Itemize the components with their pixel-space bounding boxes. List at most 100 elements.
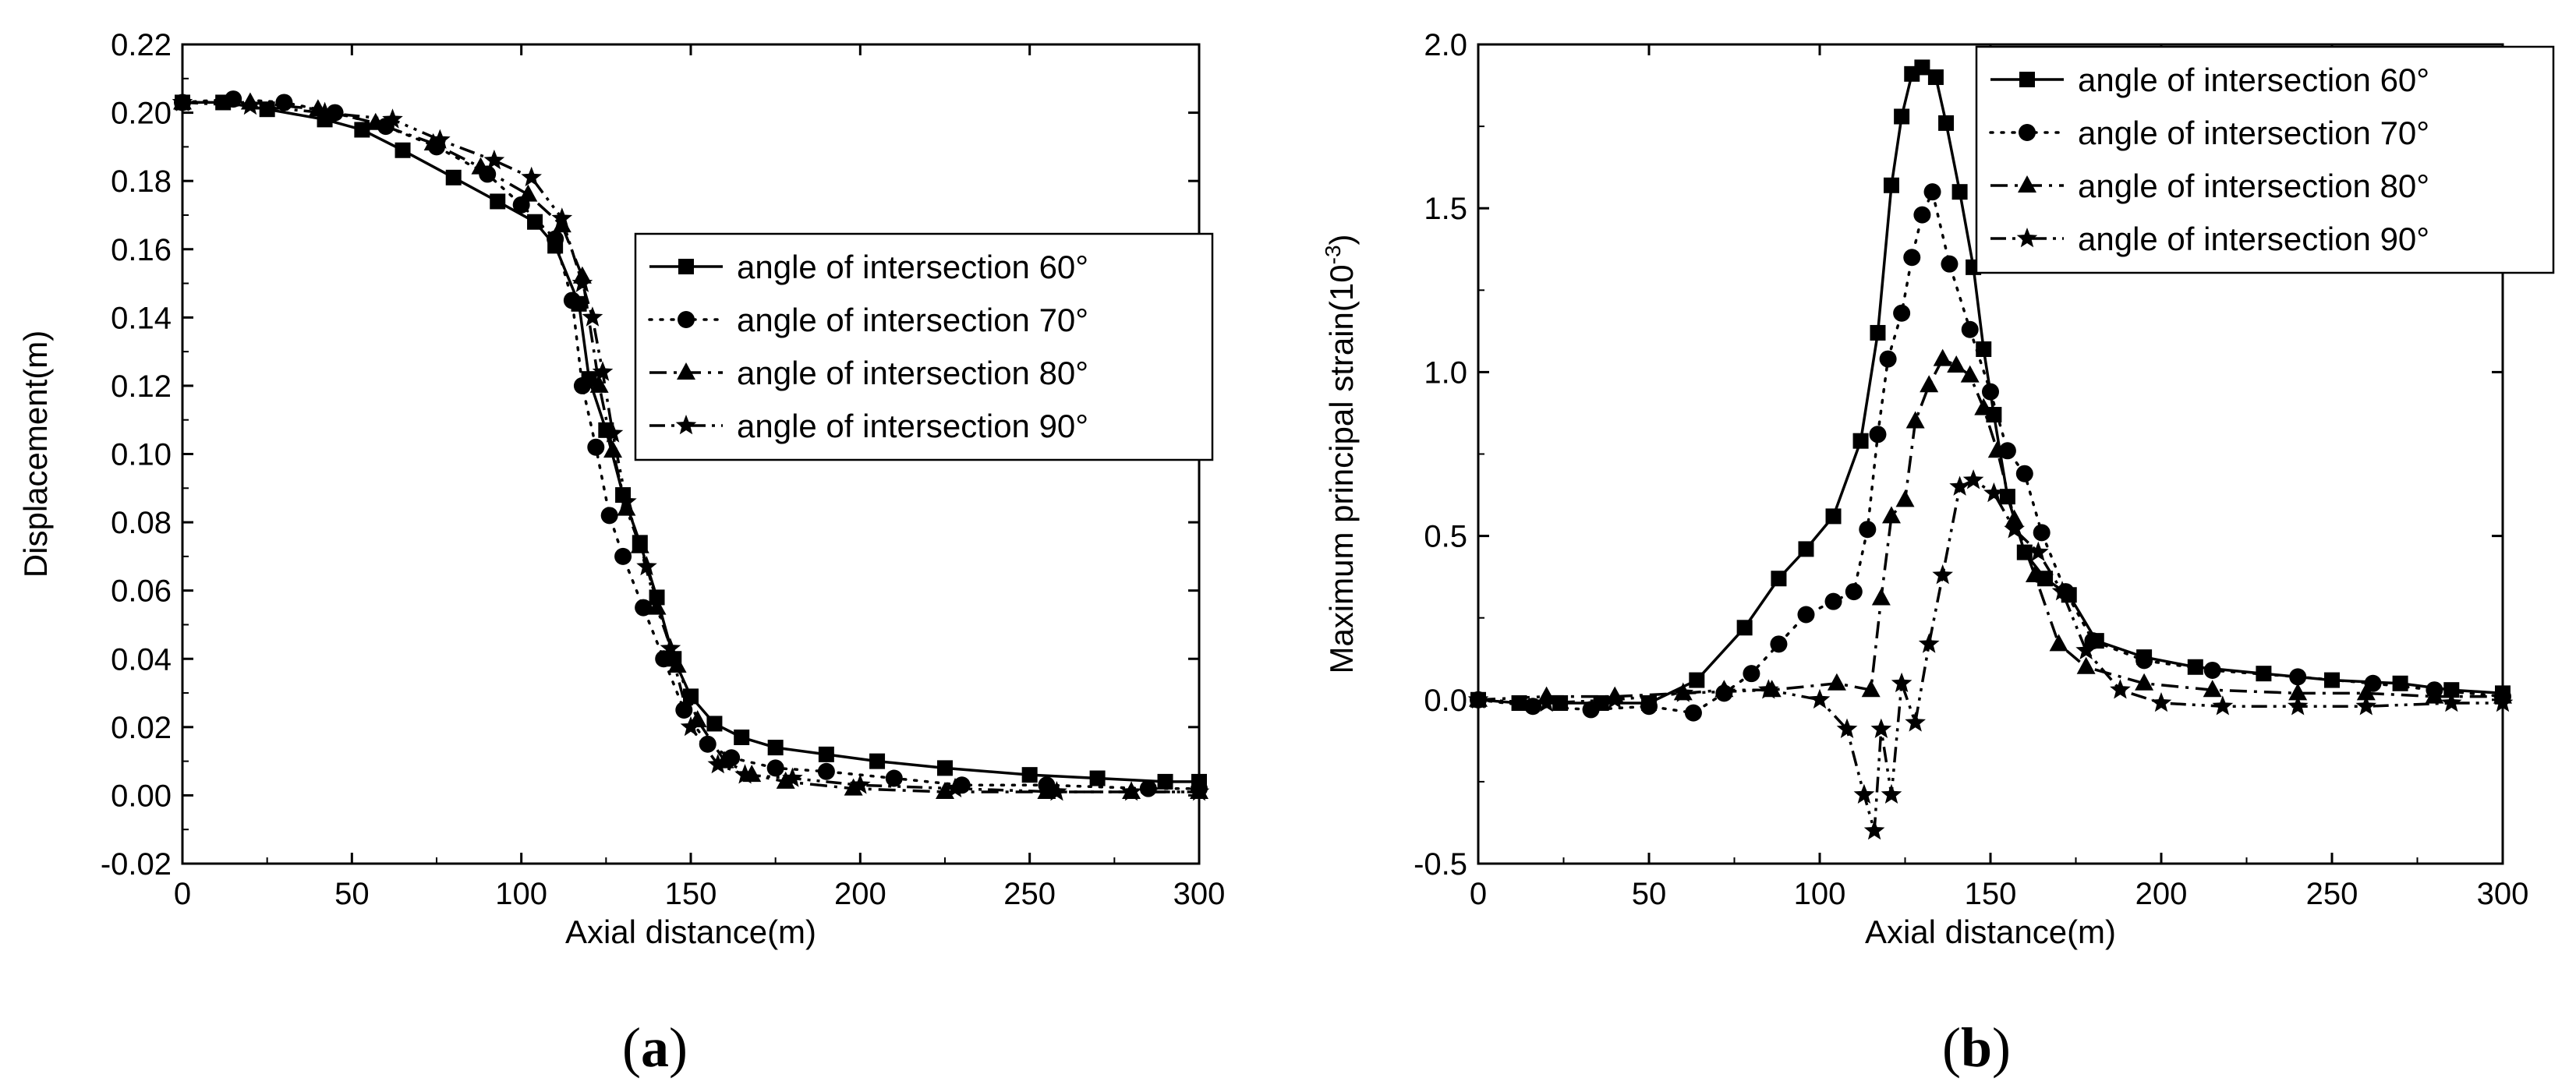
- data-point-a-2: [600, 507, 618, 525]
- data-point-b-3: [1933, 348, 1952, 366]
- data-point-b-1: [1951, 184, 1968, 200]
- x-tick-label-a: 150: [665, 877, 717, 911]
- y-tick-label-a: 0.20: [111, 97, 172, 131]
- data-point-b-1: [2392, 675, 2408, 691]
- data-point-b-2: [1845, 583, 1863, 601]
- data-point-b-4: [1918, 633, 1940, 653]
- data-point-a-3: [603, 440, 623, 458]
- data-point-b-2: [2135, 652, 2153, 670]
- data-point-a-4: [582, 306, 603, 327]
- y-tick-label-b: 2.0: [1424, 28, 1467, 62]
- y-axis-title-b: Maximum principal strain(10-3): [1321, 234, 1360, 673]
- data-point-a-4: [944, 777, 966, 797]
- data-point-a-1: [445, 169, 462, 186]
- y-tick-label-b: 1.0: [1424, 355, 1467, 390]
- x-tick-label-a: 0: [174, 877, 191, 911]
- data-point-a-1: [1157, 773, 1173, 790]
- data-point-b-4: [1467, 688, 1489, 709]
- data-point-b-2: [1961, 320, 1979, 338]
- data-point-b-4: [1891, 672, 1913, 693]
- legend-marker-a-1: [678, 259, 694, 274]
- x-tick-label-b: 300: [2477, 877, 2529, 911]
- y-tick-label-a: 0.04: [111, 642, 172, 677]
- data-point-b-1: [1927, 69, 1944, 86]
- data-point-b-4: [1758, 679, 1779, 699]
- data-point-a-2: [547, 230, 564, 248]
- data-point-b-1: [2443, 682, 2460, 698]
- data-point-b-2: [1684, 704, 1702, 722]
- data-point-b-1: [1852, 433, 1869, 449]
- data-point-a-4: [172, 91, 193, 111]
- data-point-b-3: [1881, 506, 1901, 524]
- data-point-a-3: [589, 375, 609, 393]
- legend-box-a: [634, 232, 1214, 461]
- data-point-a-2: [817, 762, 835, 780]
- data-point-b-1: [2037, 571, 2054, 587]
- data-point-b-2: [1797, 606, 1815, 624]
- data-point-a-1: [395, 142, 411, 158]
- series-line-b-4: [1477, 479, 2503, 832]
- y-tick-label-a: 0.06: [111, 574, 172, 609]
- x-tick-label-a: 200: [834, 877, 886, 911]
- data-point-a-2: [573, 376, 591, 394]
- data-point-a-4: [660, 638, 681, 658]
- data-point-a-4: [782, 767, 803, 787]
- data-point-b-4: [1809, 688, 1831, 709]
- data-point-b-4: [1932, 564, 1953, 585]
- data-point-b-2: [2033, 524, 2051, 542]
- data-point-a-4: [592, 361, 614, 381]
- data-point-b-4: [2028, 541, 2049, 561]
- data-point-a-1: [1089, 770, 1106, 786]
- series-b-1: [1470, 59, 2511, 712]
- data-point-b-2: [1859, 521, 1877, 539]
- data-point-b-1: [1736, 620, 1753, 636]
- data-point-b-1: [1825, 508, 1842, 525]
- data-point-b-3: [1827, 673, 1846, 691]
- x-axis-title-b: Axial distance(m): [1865, 914, 2116, 950]
- data-point-a-4: [1188, 781, 1210, 801]
- data-point-b-2: [1640, 698, 1658, 716]
- data-point-a-2: [587, 438, 605, 456]
- legend-label-b-4: angle of intersection 90°: [2078, 221, 2429, 257]
- data-point-b-1: [2187, 659, 2203, 675]
- x-tick-label-b: 250: [2306, 877, 2358, 911]
- data-point-b-2: [2364, 674, 2382, 692]
- legend-label-a-1: angle of intersection 60°: [737, 249, 1088, 285]
- data-point-b-1: [1798, 541, 1814, 557]
- y-tick-label-a: 0.02: [111, 711, 172, 745]
- data-point-b-4: [1604, 688, 1626, 709]
- x-tick-label-a: 250: [1003, 877, 1056, 911]
- data-point-a-3: [423, 133, 443, 150]
- data-point-b-2: [1824, 592, 1842, 610]
- data-point-b-2: [1743, 665, 1760, 683]
- data-point-b-4: [1870, 718, 1892, 738]
- x-tick-label-a: 100: [495, 877, 547, 911]
- data-point-a-4: [239, 94, 261, 115]
- y-tick-label-a: 0.22: [111, 28, 172, 62]
- data-point-a-2: [614, 547, 632, 565]
- y-tick-label-b: -0.5: [1414, 847, 1467, 882]
- data-point-b-3: [1861, 680, 1881, 698]
- data-point-a-4: [521, 166, 542, 187]
- legend-a: angle of intersection 60° angle of inters…: [634, 232, 1214, 461]
- data-point-a-3: [667, 656, 687, 673]
- data-point-a-3: [471, 157, 490, 175]
- y-tick-label-b: 1.5: [1424, 192, 1467, 226]
- data-point-b-2: [1582, 701, 1600, 719]
- data-point-b-4: [2150, 692, 2172, 712]
- data-point-a-3: [617, 498, 636, 516]
- data-point-b-2: [1941, 255, 1959, 273]
- data-point-b-4: [1949, 475, 1970, 496]
- data-point-b-4: [1983, 482, 2005, 503]
- data-point-a-2: [563, 292, 581, 309]
- legend-label-a-2: angle of intersection 70°: [737, 302, 1088, 338]
- data-point-b-3: [2288, 683, 2308, 701]
- data-point-a-1: [734, 729, 750, 745]
- data-point-b-3: [1974, 398, 1994, 415]
- y-tick-label-a: 0.18: [111, 164, 172, 199]
- series-b-2: [1470, 183, 2511, 722]
- data-point-b-2: [1893, 304, 1911, 322]
- data-point-b-2: [1982, 383, 1999, 401]
- legend-box-b: [1975, 45, 2555, 274]
